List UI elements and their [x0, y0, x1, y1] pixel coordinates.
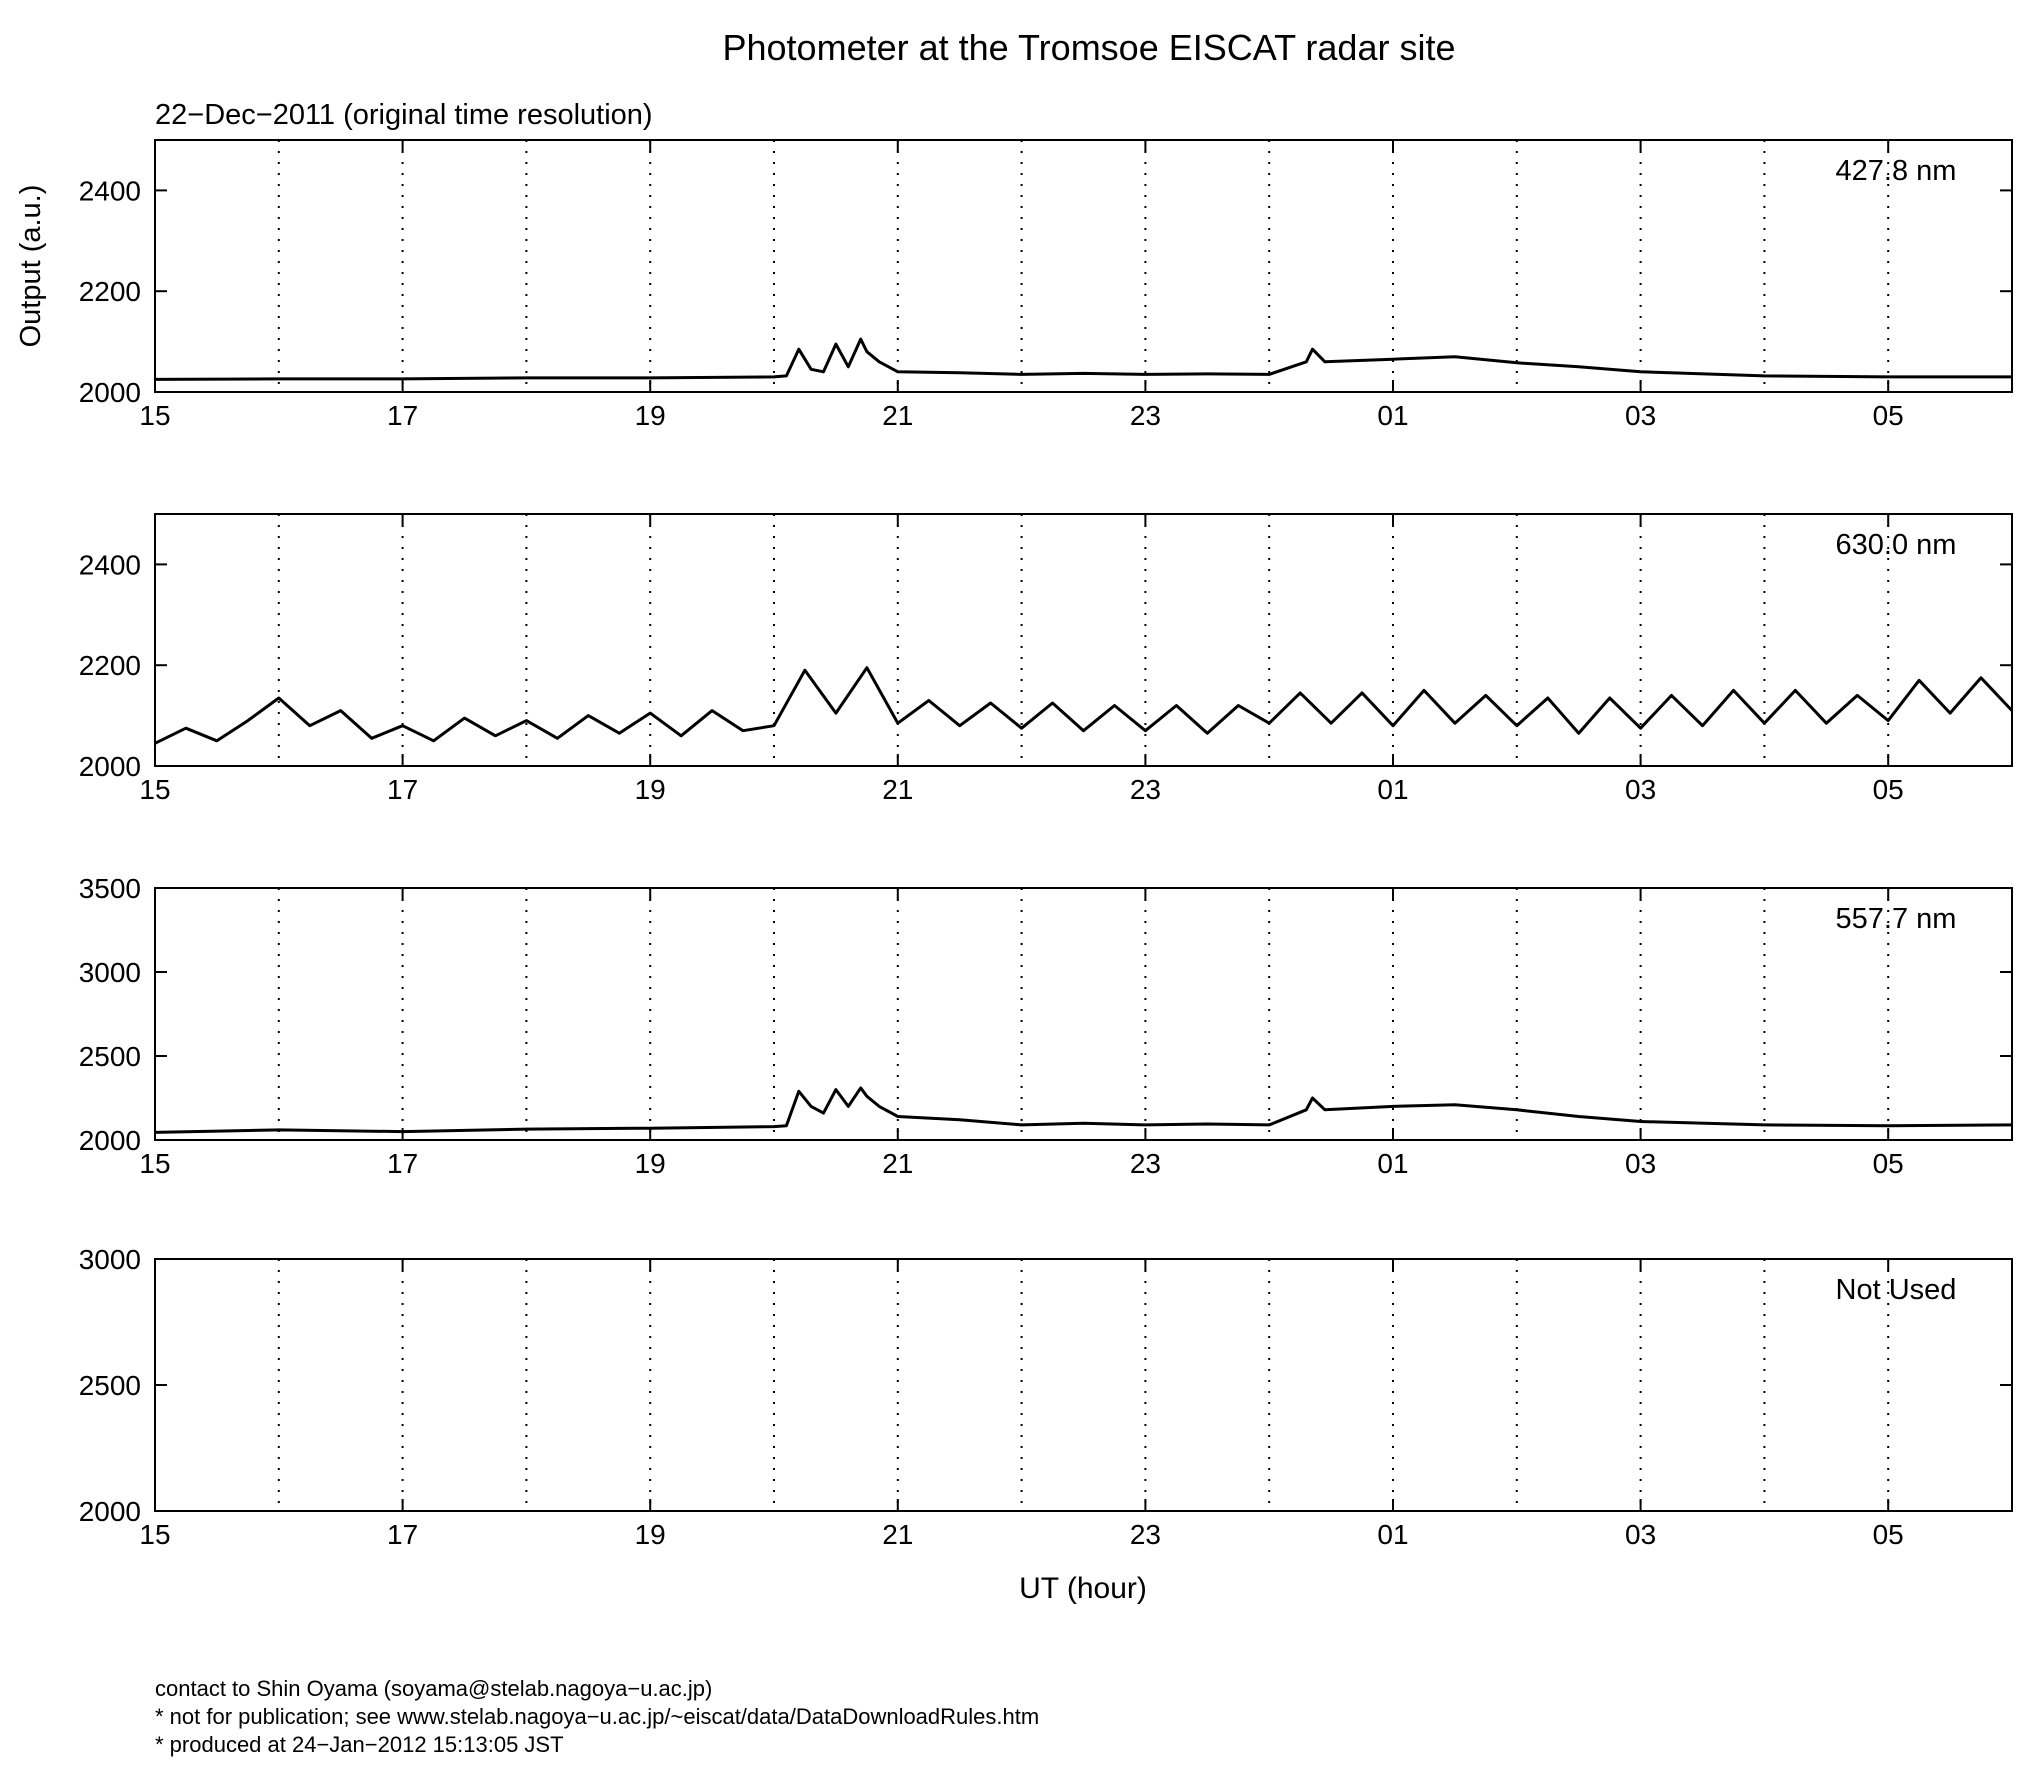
x-tick-label: 19	[635, 1148, 666, 1179]
x-tick-label: 23	[1130, 774, 1161, 805]
x-tick-label: 05	[1873, 400, 1904, 431]
panel-label: Not Used	[1836, 1274, 1957, 1306]
x-tick-label: 03	[1625, 400, 1656, 431]
x-tick-label: 21	[882, 400, 913, 431]
x-tick-label: 15	[139, 774, 170, 805]
y-tick-label: 3000	[79, 1244, 141, 1275]
data-line	[154, 337, 2012, 381]
x-tick-label: 01	[1377, 774, 1408, 805]
y-tick-label: 2200	[79, 650, 141, 681]
y-tick-label: 2000	[79, 751, 141, 782]
chart-subtitle: 22−Dec−2011 (original time resolution)	[155, 99, 653, 131]
y-tick-label: 2400	[79, 549, 141, 580]
y-tick-label: 2000	[79, 377, 141, 408]
x-tick-label: 19	[635, 400, 666, 431]
plot-frame	[154, 1258, 2013, 1512]
y-tick-label: 2000	[79, 1496, 141, 1527]
x-tick-label: 15	[139, 1519, 170, 1550]
x-tick-label: 17	[387, 774, 418, 805]
note: * produced at 24−Jan−2012 15:13:05 JST	[155, 1732, 564, 1757]
data-line	[154, 1086, 2013, 1134]
x-tick-label: 19	[635, 1519, 666, 1550]
x-tick-label: 17	[387, 1148, 418, 1179]
panel-label: 427.8 nm	[1836, 155, 1957, 187]
note: * not for publication; see www.stelab.na…	[155, 1704, 1039, 1729]
y-tick-label: 2000	[79, 1125, 141, 1156]
note: contact to Shin Oyama (soyama@stelab.nag…	[155, 1676, 712, 1701]
y-tick-label: 3000	[79, 957, 141, 988]
plot-frame	[154, 139, 2013, 393]
chart-title: Photometer at the Tromsoe EISCAT radar s…	[723, 27, 1456, 68]
x-tick-label: 21	[882, 1519, 913, 1550]
x-tick-label: 05	[1873, 774, 1904, 805]
panel-label: 630.0 nm	[1836, 529, 1957, 561]
x-tick-label: 01	[1377, 400, 1408, 431]
x-tick-label: 05	[1873, 1519, 1904, 1550]
x-tick-label: 01	[1377, 1519, 1408, 1550]
x-tick-label: 21	[882, 774, 913, 805]
panel-label: 557.7 nm	[1836, 903, 1957, 935]
x-tick-label: 23	[1130, 400, 1161, 431]
y-tick-label: 3500	[79, 873, 141, 904]
plot-frame	[154, 513, 2013, 767]
x-tick-label: 01	[1377, 1148, 1408, 1179]
x-tick-label: 05	[1873, 1148, 1904, 1179]
y-tick-label: 2400	[79, 175, 141, 206]
y-tick-label: 2200	[79, 276, 141, 307]
data-line	[154, 666, 2014, 745]
x-tick-label: 03	[1625, 1148, 1656, 1179]
x-tick-label: 15	[139, 1148, 170, 1179]
x-tick-label: 03	[1625, 1519, 1656, 1550]
x-axis-label: UT (hour)	[1019, 1572, 1147, 1605]
x-tick-label: 23	[1130, 1519, 1161, 1550]
x-tick-label: 23	[1130, 1148, 1161, 1179]
x-tick-label: 19	[635, 774, 666, 805]
plot-frame	[154, 887, 2013, 1141]
x-tick-label: 17	[387, 1519, 418, 1550]
x-tick-label: 03	[1625, 774, 1656, 805]
y-tick-label: 2500	[79, 1041, 141, 1072]
x-tick-label: 15	[139, 400, 170, 431]
x-tick-label: 17	[387, 400, 418, 431]
y-axis-label: Output (a.u.)	[15, 185, 47, 348]
x-tick-label: 21	[882, 1148, 913, 1179]
y-tick-label: 2500	[79, 1370, 141, 1401]
